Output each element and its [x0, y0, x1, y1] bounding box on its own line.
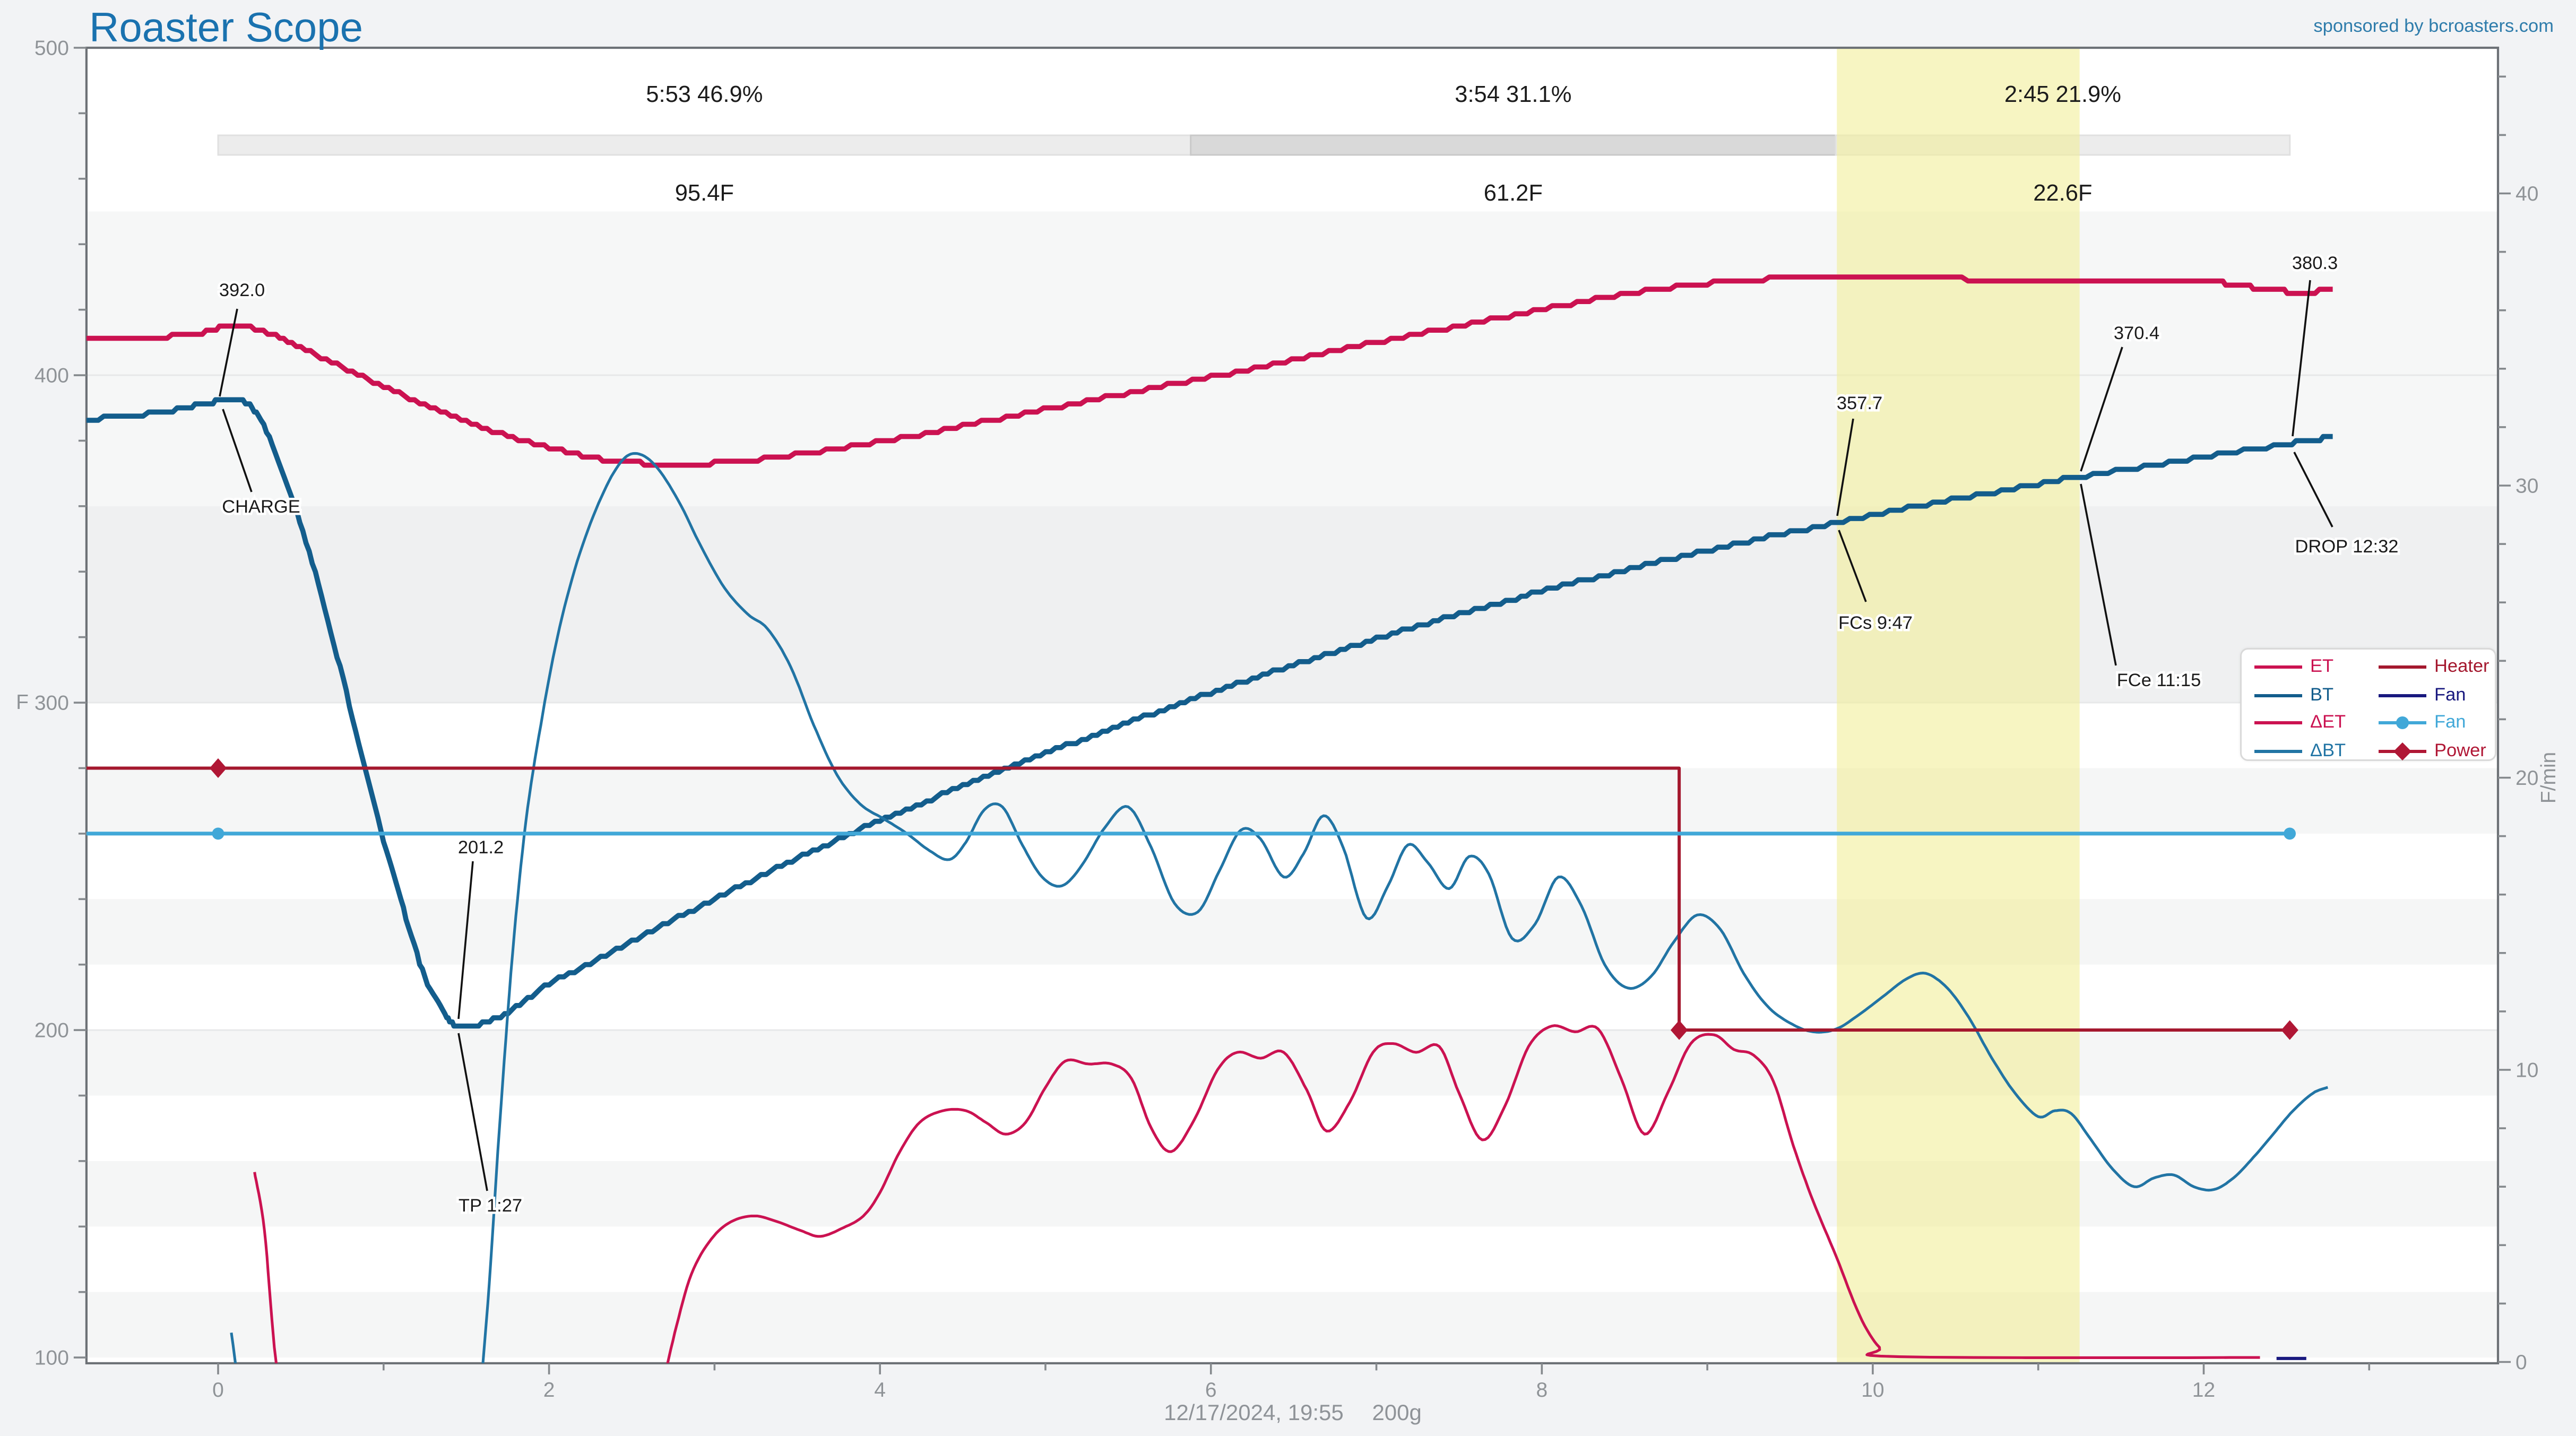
y-right-tick-label: 40	[2516, 183, 2538, 205]
fan-marker-circle	[212, 827, 224, 840]
legend-label: Fan	[2434, 685, 2466, 705]
legend-swatch	[2379, 740, 2426, 762]
annotation-leader	[219, 308, 238, 397]
event-value-TP: 201.2	[458, 837, 504, 858]
y-right-tick-label: 30	[2516, 475, 2538, 498]
phase-bar-segment-maillard	[1190, 134, 1837, 156]
annotation-leader	[457, 1033, 488, 1191]
roast-weight: 200g	[1372, 1399, 1422, 1425]
event-label-DROP: DROP 12:32	[2295, 537, 2399, 557]
annotation-leader	[2080, 483, 2117, 666]
event-label-CHARGE: CHARGE	[222, 497, 300, 517]
legend-item-Power-ctrl[interactable]: Power	[2379, 740, 2486, 762]
power-marker-diamond	[1670, 1020, 1688, 1040]
background-band	[86, 899, 2499, 965]
annotation-leader	[2293, 452, 2333, 527]
y-right-tick-label: 10	[2516, 1059, 2538, 1082]
event-value-FCe: 370.4	[2114, 323, 2159, 343]
annotation-leader	[2080, 347, 2123, 472]
first-crack-span	[1837, 48, 2080, 1363]
phase-duration-label: 5:53 46.9%	[646, 82, 763, 107]
background-band	[86, 506, 2499, 703]
x-tick-label: 2	[543, 1379, 555, 1402]
power-marker-diamond	[209, 758, 227, 778]
y-left-tick-label: 400	[34, 365, 69, 387]
x-tick-label: 8	[1536, 1379, 1548, 1402]
legend-item-Fan-ctrl[interactable]: Fan	[2379, 712, 2466, 734]
legend-label: ΔBT	[2310, 741, 2346, 760]
series-deltaET-line	[253, 1172, 278, 1363]
phase-temp-label: 95.4F	[675, 180, 734, 206]
legend-swatch	[2379, 684, 2426, 706]
legend-label: Power	[2434, 741, 2486, 760]
sponsor-link[interactable]: sponsored by bcroasters.com	[2313, 18, 2554, 37]
x-axis-date: 12/17/2024, 19:55 200g	[1153, 1399, 1433, 1425]
background-band	[86, 1161, 2499, 1227]
y-right-tick-label: 0	[2516, 1351, 2527, 1374]
legend-item-Heater-ctrl[interactable]: Heater	[2379, 656, 2489, 678]
phase-temp-label: 22.6F	[2033, 180, 2092, 206]
series-deltaBT-line	[481, 452, 2329, 1363]
legend-swatch	[2254, 740, 2302, 762]
x-tick-label: 4	[874, 1379, 886, 1402]
legend-label: ΔET	[2310, 713, 2346, 732]
annotation-leader	[457, 861, 474, 1019]
series-BT-line	[86, 397, 2334, 1029]
annotation-leader	[2292, 280, 2311, 437]
legend-swatch	[2254, 684, 2302, 706]
y-left-tick-label: 500	[34, 37, 69, 60]
series-deltaBT-line	[230, 1332, 237, 1363]
background-band	[86, 768, 2499, 834]
phase-duration-label: 3:54 31.1%	[1455, 82, 1571, 107]
annotation-leader	[1836, 418, 1854, 516]
legend: ET BT ΔET ΔBT Heater Fan Fan Power	[2240, 648, 2496, 761]
y-right-axis-title: F/min	[2537, 752, 2560, 804]
phase-bar-segment-drying	[217, 134, 1192, 156]
y-left-axis-title: F	[16, 691, 29, 714]
series-Heater-line	[86, 766, 2290, 1032]
legend-item-ET[interactable]: ET	[2254, 656, 2333, 678]
legend-item-dBT[interactable]: ΔBT	[2254, 740, 2346, 762]
power-marker-diamond	[2281, 1020, 2298, 1040]
legend-label: ET	[2310, 658, 2334, 677]
legend-swatch	[2379, 656, 2426, 678]
legend-item-dET[interactable]: ΔET	[2254, 712, 2346, 734]
background-band	[86, 1292, 2499, 1358]
roast-datetime: 12/17/2024, 19:55	[1164, 1399, 1344, 1425]
event-label-FCs: FCs 9:47	[1838, 613, 1913, 633]
series-deltaET-line	[666, 1024, 2260, 1363]
y-left-tick-label: 300	[34, 692, 69, 715]
fan-marker-circle	[2284, 827, 2296, 840]
phase-temp-label: 61.2F	[1484, 180, 1543, 206]
page-title: Roaster Scope	[89, 3, 363, 51]
legend-label: Heater	[2434, 658, 2489, 677]
legend-swatch	[2379, 712, 2426, 734]
y-left-tick-label: 100	[34, 1347, 69, 1370]
legend-swatch	[2254, 712, 2302, 734]
x-tick-label: 0	[212, 1379, 224, 1402]
legend-item-Fan-ctrl[interactable]: Fan	[2379, 684, 2466, 706]
legend-item-BT[interactable]: BT	[2254, 684, 2333, 706]
x-tick-label: 6	[1205, 1379, 1217, 1402]
plot-frame	[85, 46, 2500, 1364]
event-label-FCe: FCe 11:15	[2117, 670, 2201, 690]
legend-label: BT	[2310, 685, 2334, 705]
event-value-FCs: 357.7	[1837, 393, 1882, 413]
event-value-CHARGE: 392.0	[219, 280, 265, 300]
event-label-TP: TP 1:27	[459, 1196, 522, 1216]
annotation-leader	[222, 409, 253, 492]
legend-label: Fan	[2434, 713, 2466, 732]
x-tick-label: 10	[1861, 1379, 1884, 1402]
y-left-tick-label: 200	[34, 1019, 69, 1042]
series-layer	[86, 274, 2334, 1363]
phase-duration-label: 2:45 21.9%	[2004, 82, 2121, 107]
event-value-DROP: 380.3	[2292, 253, 2338, 273]
y-right-tick-label: 20	[2516, 767, 2538, 790]
x-tick-label: 12	[2192, 1379, 2215, 1402]
series-ET-line	[86, 274, 2333, 468]
legend-swatch	[2254, 656, 2302, 678]
annotation-leader	[1838, 530, 1867, 602]
